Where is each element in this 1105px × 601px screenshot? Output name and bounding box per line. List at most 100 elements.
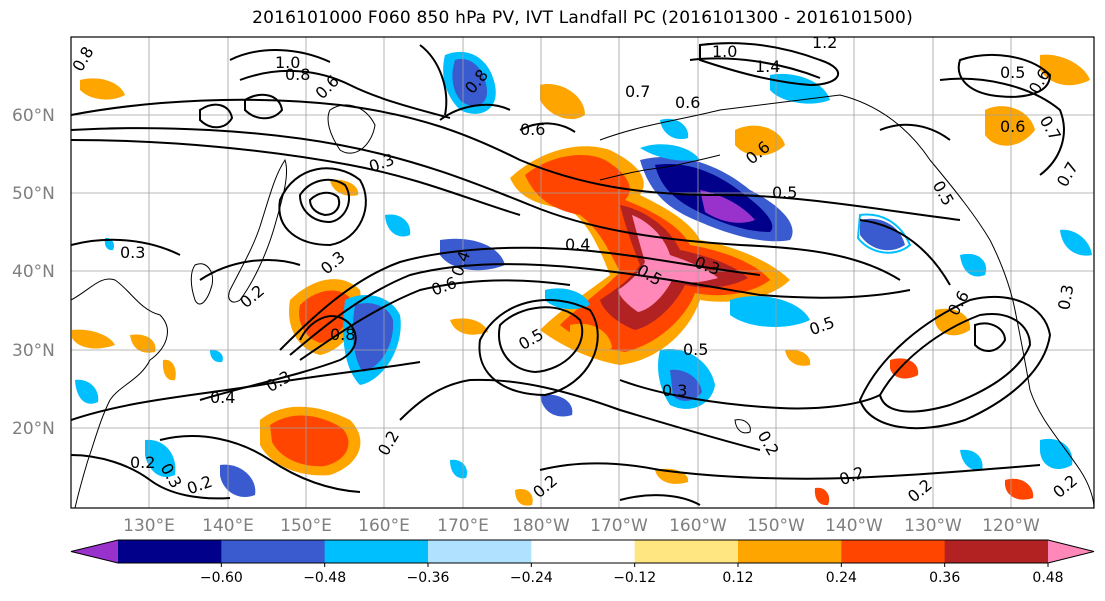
map-panel: 0.8 1.0 0.8 1.0 1.2 1.4 0.5 0.6 0.7 0.6 …: [71, 33, 1094, 508]
contour-line: [71, 139, 521, 216]
contour-label: 1.4: [755, 57, 780, 76]
positive-anomaly-region: [890, 358, 919, 379]
contour-line: [229, 49, 331, 63]
gridlines: [71, 37, 1094, 508]
contour-line: [619, 494, 701, 506]
negative-anomaly-region: [220, 464, 256, 498]
lon-label: 160°E: [358, 516, 410, 536]
colorbar-outline: [70, 539, 1095, 564]
negative-anomaly-region: [452, 59, 488, 106]
contour-line: [308, 191, 341, 217]
contour-line: [71, 238, 181, 256]
contour-line: [159, 435, 361, 493]
negative-anomaly-region: [700, 190, 755, 223]
contour-line: [71, 98, 961, 221]
contour-line: [199, 259, 301, 281]
negative-anomaly-region: [960, 449, 983, 471]
negative-anomaly-region: [1040, 438, 1073, 470]
negative-anomaly-region: [540, 394, 573, 417]
contour-line: [619, 379, 881, 410]
contour-line: [299, 279, 571, 361]
colorbar-extend-low: [71, 540, 118, 563]
colorbar-tick-label: −0.48: [303, 570, 346, 586]
colorbar-segment: [944, 540, 1049, 563]
colorbar-tick-label: −0.24: [510, 570, 553, 586]
contour-line: [71, 127, 901, 281]
lat-label: 50°N: [12, 184, 55, 204]
contour-line: [974, 322, 1007, 352]
negative-anomaly-region: [730, 296, 810, 327]
positive-anomaly-region: [935, 308, 971, 336]
contour-label: 0.8: [330, 325, 355, 344]
lon-label: 130°E: [123, 516, 175, 536]
coastline-korea: [190, 263, 214, 305]
lon-label: 140°W: [825, 516, 883, 536]
contour-line: [478, 299, 599, 397]
latitude-labels: 60°N 50°N 40°N 30°N 20°N: [12, 106, 55, 439]
contour-label: 0.5: [772, 183, 797, 202]
colorbar-segment: [221, 540, 326, 563]
positive-anomaly-region: [162, 359, 176, 381]
contour-label: 0.5: [683, 340, 708, 359]
lon-label: 170°E: [437, 516, 489, 536]
lon-label: 150°E: [280, 516, 332, 536]
negative-anomaly-region: [856, 213, 912, 254]
contour-line: [279, 246, 761, 351]
contour-line: [298, 178, 350, 224]
colorbar-segment: [738, 540, 842, 563]
colorbar-extend-high: [1048, 540, 1094, 563]
lon-label: 180°W: [512, 516, 570, 536]
positive-anomaly-region: [785, 349, 811, 366]
colorbar-segment: [118, 540, 222, 563]
contour-line: [689, 57, 821, 79]
lon-label: 120°W: [982, 516, 1040, 536]
contour-line: [239, 70, 451, 119]
negative-anomaly-region: [440, 238, 505, 271]
colorbar-segment: [531, 540, 636, 563]
colorbar-tick-label: 0.48: [1032, 570, 1063, 586]
contour-label: 0.8: [285, 65, 310, 84]
coastline-namerica: [989, 239, 1094, 508]
contour-line: [539, 462, 1041, 480]
contour-label: 1.2: [812, 33, 837, 52]
map-title: 2016101000 F060 850 hPa PV, IVT Landfall…: [252, 8, 913, 28]
contour-label: 0.7: [625, 82, 650, 101]
colorbar-segment: [324, 540, 429, 563]
contour-label: 0.4: [565, 235, 590, 254]
contour-line: [289, 263, 911, 356]
colorbar-tick-label: −0.36: [407, 570, 450, 586]
contour-line: [278, 167, 367, 247]
lon-label: 140°E: [202, 516, 254, 536]
positive-anomaly-region: [540, 84, 585, 120]
colorbar-segment: [428, 540, 532, 563]
positive-anomaly-region: [985, 106, 1035, 146]
contour-label: 0.4: [210, 388, 235, 407]
coastline-asia: [71, 278, 168, 508]
lon-label: 130°W: [904, 516, 962, 536]
coastline-aleutians: [599, 154, 721, 181]
negative-anomaly-region: [640, 144, 700, 161]
positive-anomaly-region: [1040, 54, 1090, 86]
contour-line: [71, 361, 421, 421]
positive-anomaly-region: [814, 487, 830, 506]
negative-anomaly-region: [545, 288, 590, 310]
negative-anomaly-region: [75, 379, 99, 404]
contour-label: 0.2: [130, 453, 155, 472]
colorbar-tick-label: 0.36: [929, 570, 960, 586]
coastline-japan: [228, 158, 288, 303]
contour-line: [199, 103, 234, 129]
contour-label: 0.3: [1054, 283, 1077, 311]
colorbar-segment: [634, 540, 739, 563]
contour-label: 0.3: [120, 243, 145, 262]
contour-line: [879, 123, 951, 141]
lat-label: 30°N: [12, 341, 55, 361]
lon-label: 160°W: [669, 516, 727, 536]
contour-line: [439, 103, 511, 121]
contour-label: 0.3: [662, 381, 687, 400]
positive-anomaly-region: [735, 125, 785, 156]
coastlines: [71, 94, 1094, 508]
contour-line: [699, 42, 840, 87]
contour-line: [498, 306, 584, 374]
coastline-alaska: [599, 94, 991, 241]
